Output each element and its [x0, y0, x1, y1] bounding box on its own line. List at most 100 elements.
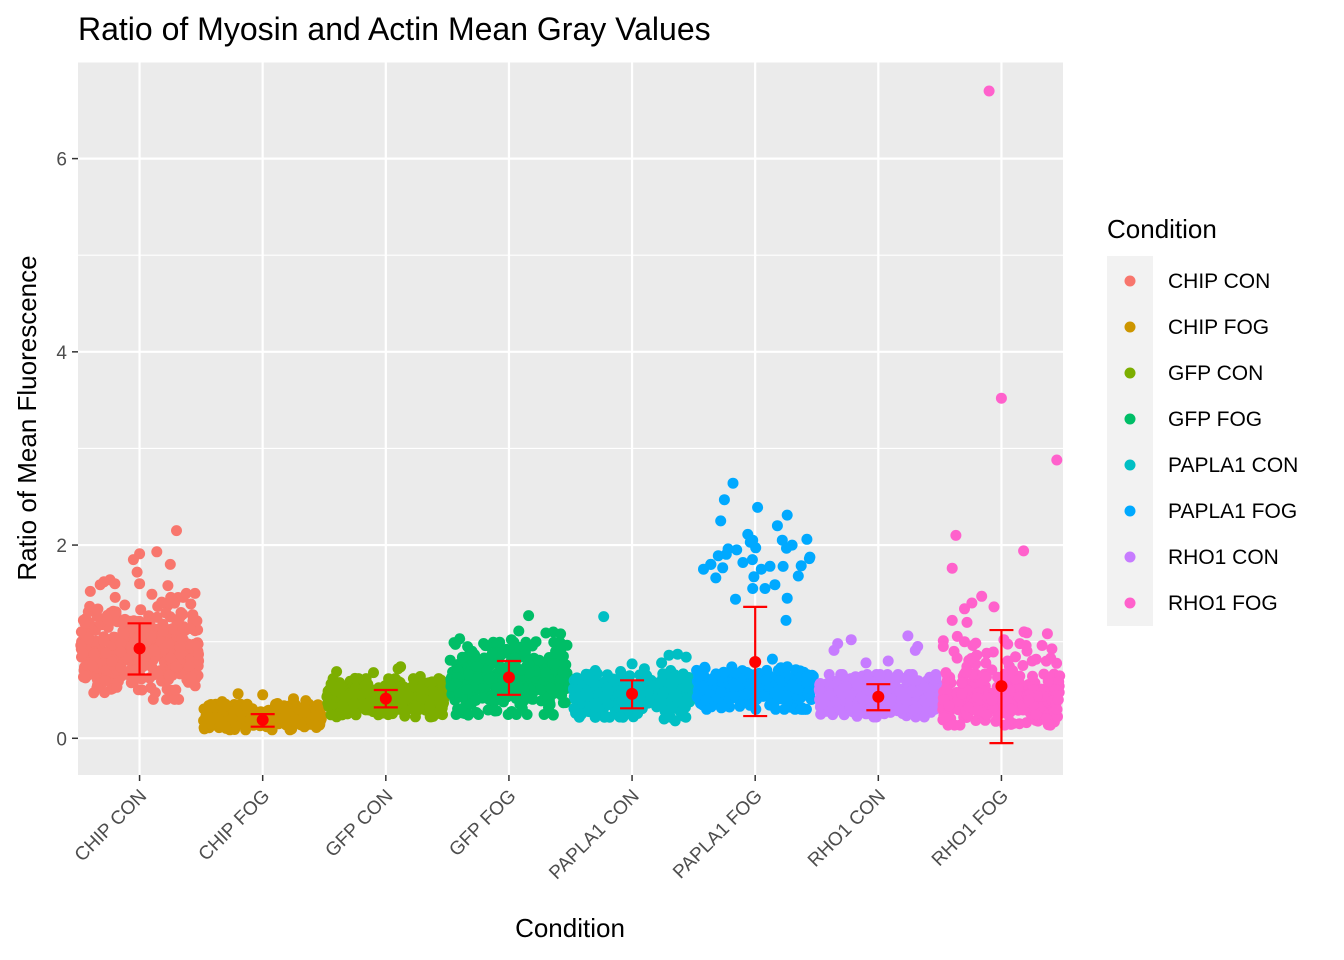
data-point	[751, 690, 763, 702]
x-tick-label: GFP CON	[322, 786, 398, 862]
data-point	[951, 652, 963, 664]
data-point	[191, 615, 203, 627]
data-point	[483, 673, 495, 685]
legend-label: GFP FOG	[1168, 408, 1262, 431]
data-point	[516, 702, 528, 714]
data-point	[288, 693, 299, 705]
data-point	[657, 688, 669, 700]
data-point	[171, 525, 182, 537]
data-point	[639, 686, 651, 697]
x-axis-title: Condition	[515, 913, 625, 943]
data-point	[135, 604, 147, 616]
legend-key	[1124, 321, 1136, 333]
series-chip-fog	[198, 688, 328, 736]
data-point	[163, 669, 175, 681]
data-point	[959, 636, 970, 648]
data-point	[300, 695, 312, 707]
data-point	[1010, 673, 1022, 685]
data-point	[79, 617, 91, 629]
data-point	[998, 634, 1010, 646]
legend-item: GFP FOG	[1124, 408, 1262, 431]
y-axis-title: Ratio of Mean Fluorescence	[12, 255, 42, 580]
data-point	[792, 570, 804, 582]
data-point	[981, 709, 993, 721]
data-point	[185, 671, 197, 683]
data-point	[986, 694, 998, 706]
data-point	[976, 590, 988, 602]
series-rho1-con	[813, 630, 943, 723]
data-point	[183, 660, 195, 672]
error-bar	[989, 628, 1014, 745]
data-point	[77, 647, 89, 659]
data-point	[584, 699, 596, 710]
data-point	[226, 713, 238, 724]
data-point	[414, 671, 426, 682]
data-point	[712, 550, 724, 562]
data-point	[161, 693, 173, 705]
legend-key	[1124, 413, 1136, 425]
error-bar	[620, 679, 645, 710]
data-point	[470, 661, 482, 672]
data-point	[505, 634, 517, 646]
data-point	[1051, 454, 1063, 466]
data-point	[157, 626, 169, 638]
data-point	[520, 636, 532, 648]
data-point	[983, 85, 995, 97]
data-point	[152, 667, 164, 679]
data-point	[1042, 675, 1054, 687]
data-point	[752, 501, 764, 513]
data-point	[454, 633, 466, 645]
data-point	[715, 515, 727, 527]
data-point	[523, 610, 535, 622]
data-point	[683, 681, 695, 693]
data-point	[429, 689, 440, 701]
data-point	[938, 712, 950, 724]
data-point	[341, 708, 353, 720]
data-point	[737, 557, 749, 568]
data-point	[375, 708, 386, 719]
data-point	[193, 648, 204, 660]
data-point	[1018, 545, 1030, 557]
data-point	[795, 560, 807, 572]
mean-point	[749, 655, 762, 668]
data-point	[960, 666, 972, 678]
data-point	[568, 703, 580, 715]
data-point	[966, 597, 978, 609]
data-point	[163, 638, 175, 650]
plot-panel	[78, 62, 1063, 775]
error-bar	[373, 688, 398, 709]
data-point	[165, 652, 176, 664]
data-point	[399, 710, 411, 722]
data-point	[545, 682, 557, 694]
legend-key	[1124, 459, 1136, 471]
mean-point	[256, 713, 269, 726]
data-point	[538, 709, 550, 720]
series-papla1-con	[568, 611, 696, 727]
data-point	[496, 662, 508, 673]
data-point	[571, 672, 583, 684]
data-point	[792, 683, 804, 695]
data-point	[280, 712, 291, 724]
x-tick-label: PAPLA1 FOG	[669, 786, 766, 883]
data-point	[1045, 652, 1057, 664]
data-point	[128, 615, 140, 627]
data-point	[115, 637, 127, 649]
data-point	[744, 699, 756, 711]
data-point	[773, 673, 785, 685]
data-point	[1051, 703, 1063, 715]
data-point	[769, 579, 781, 591]
data-point	[530, 636, 542, 648]
data-point	[731, 544, 743, 556]
data-point	[780, 614, 792, 626]
data-point	[908, 704, 919, 716]
data-point	[164, 558, 176, 570]
data-point	[486, 648, 498, 660]
data-point	[580, 687, 592, 699]
data-point	[156, 596, 168, 608]
data-point	[555, 644, 567, 656]
data-point	[349, 672, 361, 684]
data-point	[722, 543, 734, 555]
data-point	[118, 628, 130, 640]
mean-point	[626, 687, 639, 700]
x-tick-label: CHIP FOG	[195, 786, 275, 866]
